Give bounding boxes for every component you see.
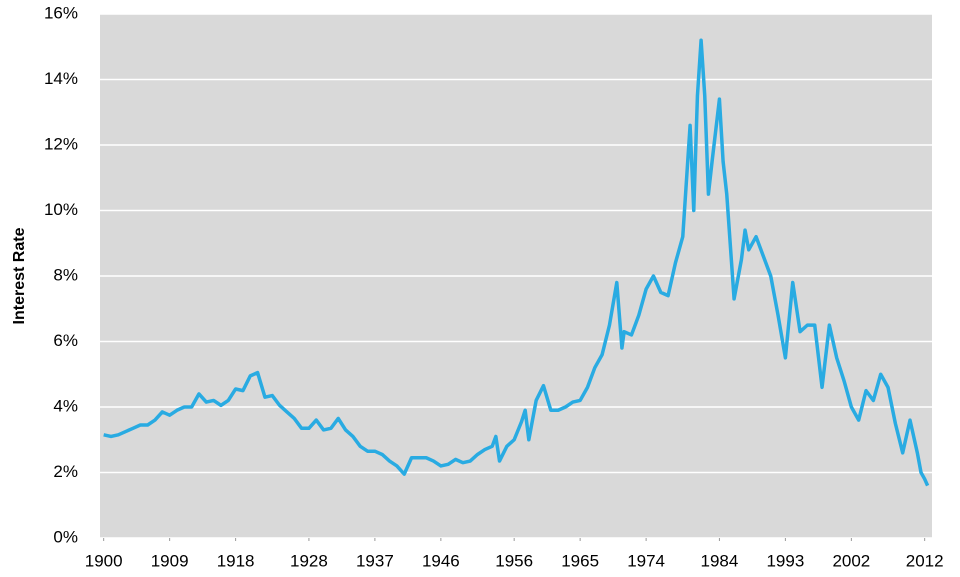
x-tick-label: 1993 xyxy=(766,551,804,570)
y-tick-label: 8% xyxy=(53,265,78,284)
y-tick-label: 12% xyxy=(44,134,78,153)
y-tick-label: 0% xyxy=(53,527,78,546)
x-tick-label: 1965 xyxy=(561,551,599,570)
data-line xyxy=(103,38,930,487)
y-tick-label: 6% xyxy=(53,331,78,350)
y-tick-label: 2% xyxy=(53,462,78,481)
x-tick-label: 1937 xyxy=(356,551,394,570)
x-tick-label: 1928 xyxy=(290,551,328,570)
x-tick-label: 2002 xyxy=(832,551,870,570)
x-tick-label: 1984 xyxy=(701,551,739,570)
x-tick-label: 1909 xyxy=(151,551,189,570)
x-tick-label: 2012 xyxy=(906,551,944,570)
y-axis-label: Interest Rate xyxy=(11,227,28,324)
y-tick-label: 4% xyxy=(53,396,78,415)
y-tick-label: 16% xyxy=(44,3,78,22)
x-tick-label: 1900 xyxy=(85,551,123,570)
x-tick-label: 1974 xyxy=(627,551,665,570)
x-tick-label: 1918 xyxy=(217,551,255,570)
y-tick-label: 10% xyxy=(44,200,78,219)
x-tick-label: 1946 xyxy=(422,551,460,570)
x-tick-label: 1956 xyxy=(495,551,533,570)
y-tick-label: 14% xyxy=(44,69,78,88)
